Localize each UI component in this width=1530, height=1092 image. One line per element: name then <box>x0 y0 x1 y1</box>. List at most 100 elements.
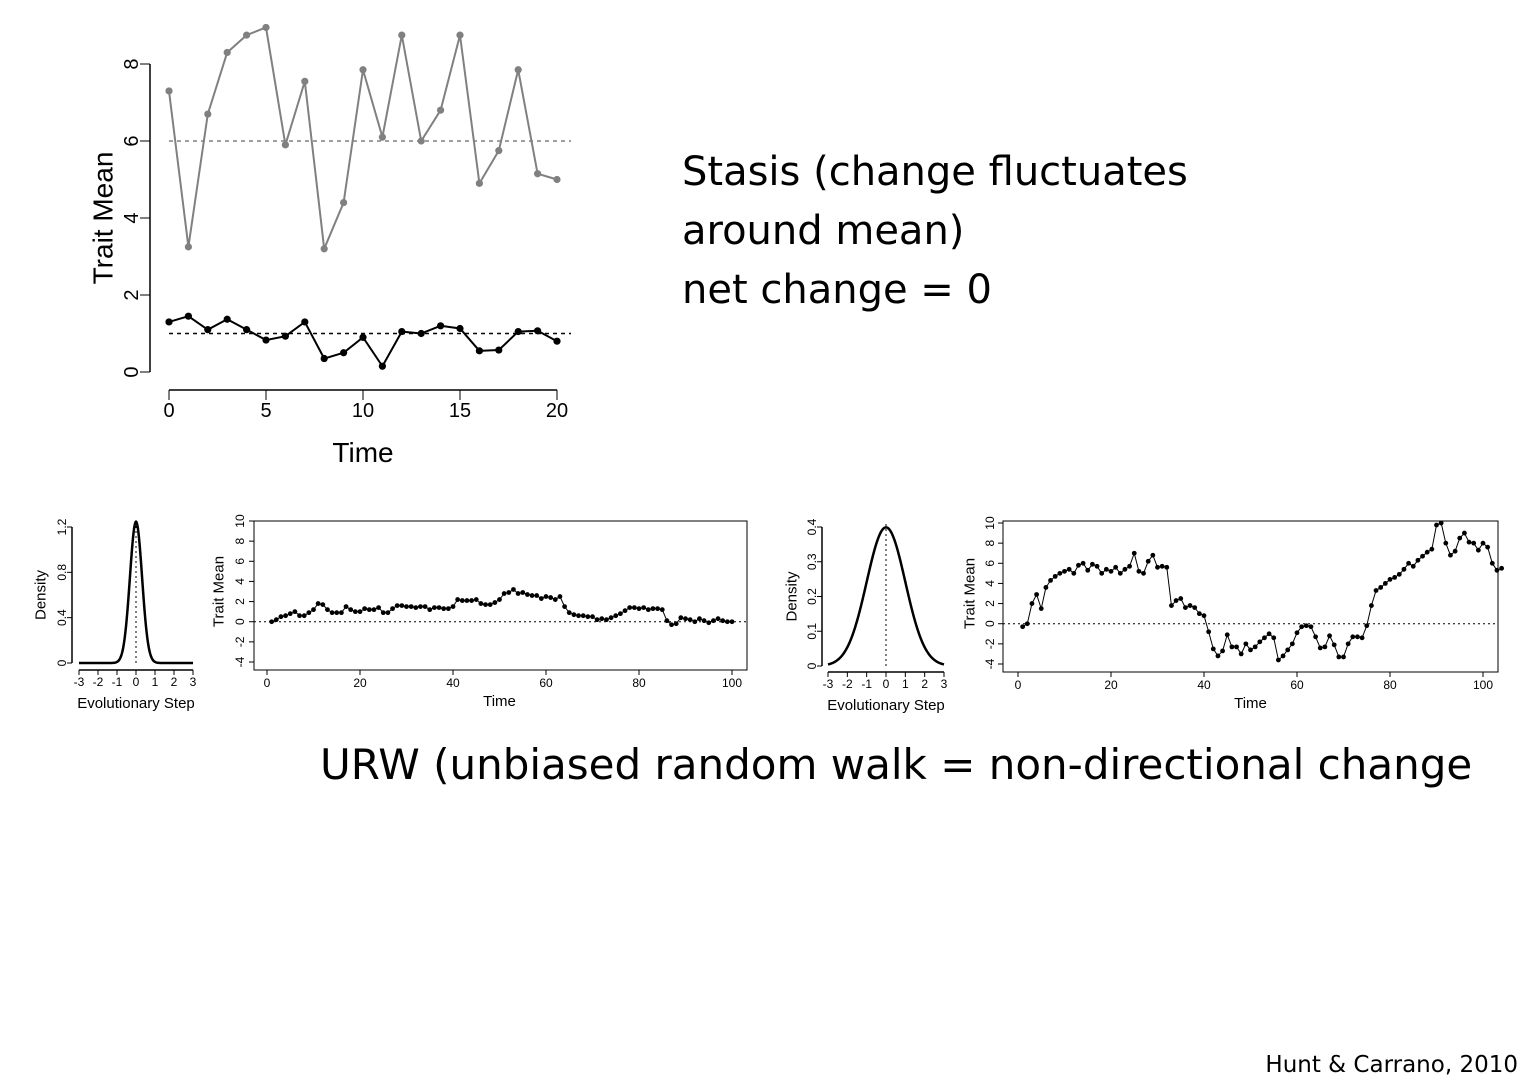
series-point <box>514 327 522 336</box>
series-point <box>636 606 642 612</box>
x-axis-label: Evolutionary Step <box>77 695 195 712</box>
series-point <box>1117 570 1123 576</box>
x-axis-label: Time <box>1234 695 1267 712</box>
series-point <box>1485 544 1491 550</box>
series-point <box>724 619 730 625</box>
y-tick-label: 0 <box>805 662 819 669</box>
series-point <box>1024 621 1030 627</box>
series-point <box>1499 565 1504 571</box>
y-tick-label: 8 <box>233 537 247 544</box>
series-point <box>1048 578 1053 583</box>
x-axis-label: Evolutionary Step <box>827 697 945 714</box>
series-point <box>608 615 614 621</box>
series-point <box>562 604 567 610</box>
series-point <box>495 346 503 354</box>
series-point <box>1462 530 1467 536</box>
series-line <box>168 315 558 369</box>
series-point <box>1434 522 1439 528</box>
series-point <box>631 605 637 611</box>
series-point <box>683 616 688 622</box>
series-point <box>543 594 549 599</box>
x-tick-label: 2 <box>921 677 928 691</box>
series-point <box>1192 605 1198 610</box>
y-tick-label: 0 <box>121 366 143 377</box>
y-tick-label: 0 <box>233 618 247 625</box>
x-tick-label: 20 <box>546 400 568 422</box>
series-point <box>436 605 442 611</box>
x-tick-label: 20 <box>1104 678 1118 692</box>
series-point <box>1457 535 1463 541</box>
density-curve <box>827 526 945 666</box>
series-point <box>678 615 684 621</box>
series-point <box>557 594 563 599</box>
y-tick-label: 4 <box>233 578 247 585</box>
x-tick-label: 0 <box>163 400 174 422</box>
y-axis-label: Density <box>784 571 801 622</box>
series-point <box>315 601 321 606</box>
series-point <box>715 616 721 622</box>
series-point <box>687 617 693 623</box>
series-point <box>1341 654 1346 660</box>
series-point <box>475 347 483 355</box>
y-tick-label: -4 <box>983 658 997 669</box>
series-line <box>1022 522 1502 661</box>
series-point <box>1424 549 1430 555</box>
stasis-description-line-3: net change = 0 <box>682 267 992 313</box>
series-point <box>362 606 368 612</box>
x-tick-label: -2 <box>93 675 104 689</box>
series-point <box>475 179 483 187</box>
series-point <box>334 610 340 616</box>
series-point <box>432 605 437 611</box>
series-point <box>1489 560 1495 566</box>
y-axis-label: Trait Mean <box>962 558 979 629</box>
series-point <box>641 605 647 611</box>
x-tick-label: 80 <box>1383 678 1397 692</box>
x-tick-label: -1 <box>861 677 872 691</box>
series-point <box>1127 563 1132 569</box>
x-axis-label: Time <box>483 693 516 710</box>
x-tick-label: 1 <box>902 677 909 691</box>
series-point <box>378 133 386 141</box>
series-point <box>1108 568 1114 574</box>
x-tick-label: 80 <box>632 676 646 690</box>
series-point <box>1210 646 1216 652</box>
y-tick-label: 2 <box>121 289 143 300</box>
series-point <box>534 593 540 598</box>
series-point <box>437 322 445 330</box>
series-point <box>404 604 409 610</box>
series-point <box>262 336 270 344</box>
x-tick-label: 3 <box>941 677 948 691</box>
series-point <box>538 596 544 601</box>
series-point <box>398 327 406 336</box>
stasis-description-line-2: around mean) <box>682 208 965 254</box>
series-point <box>1038 606 1044 612</box>
x-tick-label: 10 <box>352 400 374 422</box>
x-tick-label: -1 <box>112 675 123 689</box>
series-point <box>553 175 561 184</box>
series-point <box>378 362 386 370</box>
series-point <box>590 614 595 620</box>
series-point <box>1248 647 1253 653</box>
series-point <box>320 602 326 607</box>
urw-caption: URW (unbiased random walk = non-directio… <box>320 740 1473 789</box>
series-point <box>359 66 367 74</box>
series-point <box>1378 585 1384 590</box>
series-point <box>1131 550 1137 556</box>
series-point <box>1145 558 1151 564</box>
y-tick-label: 2 <box>983 600 997 607</box>
series-point <box>1113 564 1119 570</box>
series-point <box>1103 566 1109 572</box>
series-point <box>492 600 498 605</box>
series-point <box>1057 570 1063 576</box>
series-point <box>501 591 507 596</box>
series-point <box>618 611 623 617</box>
series-point <box>1382 581 1388 586</box>
series-point <box>456 31 464 39</box>
series-point <box>278 614 284 620</box>
series-point <box>1438 520 1444 526</box>
series-point <box>417 137 425 145</box>
series-point <box>525 592 530 597</box>
series-point <box>622 608 628 614</box>
series-point <box>1141 570 1146 576</box>
x-tick-label: -3 <box>74 675 85 689</box>
